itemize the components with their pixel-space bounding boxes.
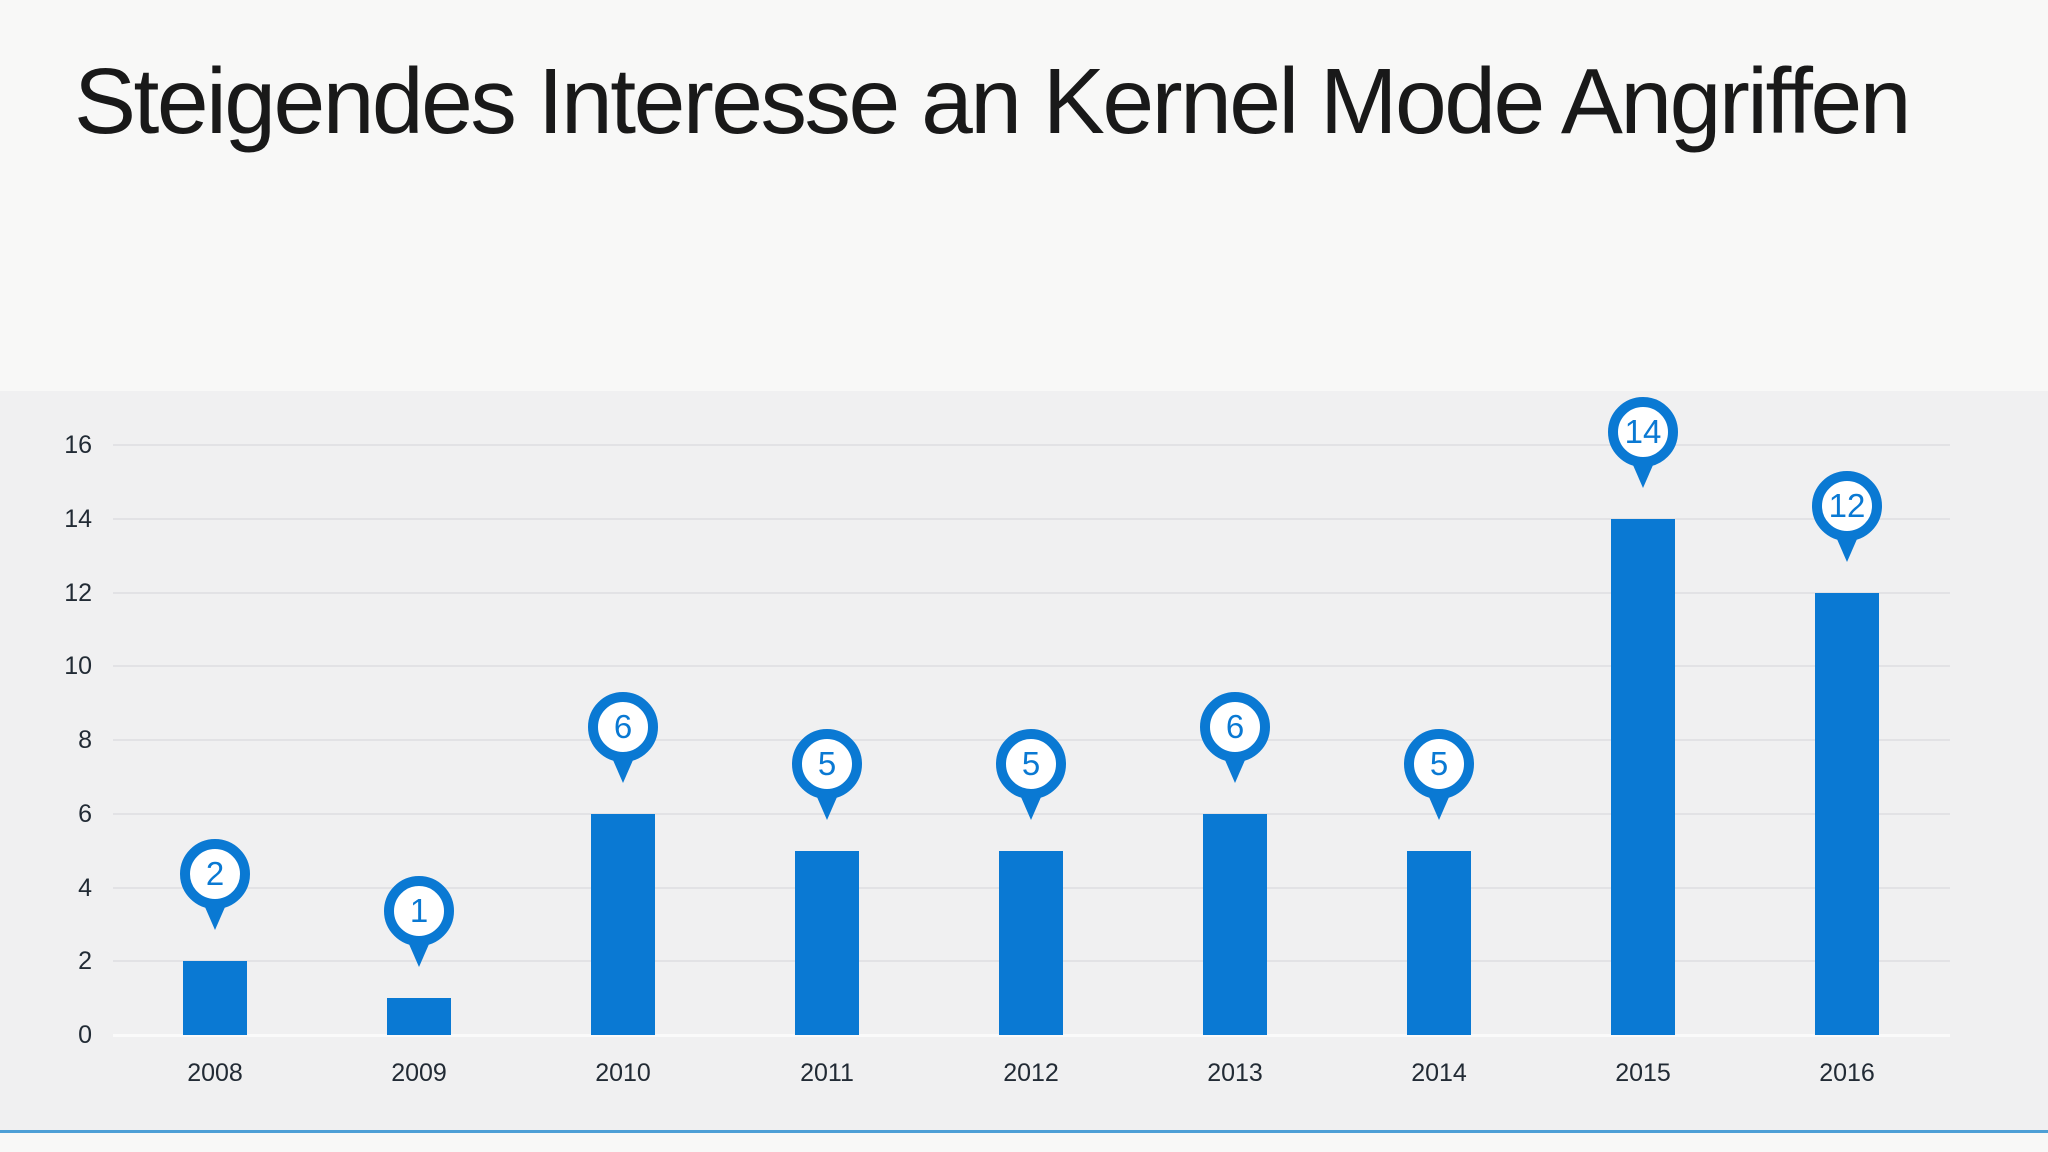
gridline	[113, 444, 1950, 446]
pin-value-label: 5	[1430, 745, 1448, 782]
bar-2015	[1611, 518, 1675, 1035]
footer-accent-line	[0, 1130, 2048, 1133]
bar-2009	[387, 998, 451, 1035]
value-pin-icon: 1	[384, 876, 454, 968]
bar-2014	[1407, 850, 1471, 1035]
x-axis-label: 2013	[1207, 1059, 1263, 1087]
pin-value-label: 5	[1022, 745, 1040, 782]
bar-2013	[1203, 813, 1267, 1035]
y-axis-tick-label: 14	[64, 504, 92, 533]
gridline	[113, 665, 1950, 668]
pin-value-label: 1	[410, 892, 428, 929]
value-pin-icon: 5	[792, 728, 862, 820]
x-axis-label: 2011	[800, 1059, 854, 1087]
pin-circle	[588, 691, 658, 762]
x-axis-label: 2012	[1003, 1059, 1059, 1087]
bar-2016	[1815, 592, 1879, 1035]
pin-value-label: 5	[818, 745, 836, 782]
pin-circle	[1200, 691, 1270, 762]
gridline	[113, 517, 1950, 520]
value-pin-icon: 5	[1404, 728, 1474, 820]
pin-circle	[792, 728, 862, 799]
value-pin-icon: 6	[588, 691, 658, 783]
pin-value-label: 12	[1829, 487, 1866, 524]
pin-circle	[1608, 396, 1678, 467]
pin-value-label: 14	[1625, 413, 1662, 450]
value-pin-icon: 2	[180, 839, 250, 931]
bar-2010	[591, 813, 655, 1035]
page-title: Steigendes Interesse an Kernel Mode Angr…	[74, 49, 1911, 153]
x-axis-label: 2008	[187, 1059, 243, 1087]
x-axis-label: 2014	[1411, 1059, 1467, 1087]
pin-circle	[1404, 728, 1474, 799]
pin-circle	[384, 876, 454, 947]
x-axis-label: 2009	[391, 1059, 447, 1087]
gridline	[113, 591, 1950, 594]
baseline-gridline	[113, 1034, 1950, 1037]
x-axis-label: 2015	[1615, 1059, 1671, 1087]
value-pin-icon: 5	[996, 728, 1066, 820]
y-axis-tick-label: 10	[64, 652, 92, 681]
y-axis-tick-label: 12	[64, 578, 92, 607]
value-pin-icon: 14	[1608, 396, 1678, 488]
x-axis-label: 2016	[1819, 1059, 1875, 1087]
y-axis-tick-label: 4	[78, 873, 92, 902]
pin-value-label: 6	[614, 708, 632, 745]
pin-value-label: 6	[1226, 708, 1244, 745]
bar-2011	[795, 850, 859, 1035]
value-pin-icon: 6	[1200, 691, 1270, 783]
pin-circle	[180, 839, 250, 910]
value-pin-icon: 12	[1812, 470, 1882, 562]
y-axis-tick-label: 2	[78, 947, 92, 976]
x-axis-label: 2010	[595, 1059, 651, 1087]
bar-2012	[999, 850, 1063, 1035]
y-axis-tick-label: 16	[64, 431, 92, 459]
bar-2008	[183, 961, 247, 1035]
pin-circle	[996, 728, 1066, 799]
pin-value-label: 2	[206, 855, 224, 892]
pin-circle	[1812, 470, 1882, 541]
y-axis-tick-label: 6	[78, 799, 92, 828]
y-axis-tick-label: 8	[78, 726, 92, 754]
y-axis-tick-label: 0	[78, 1021, 92, 1049]
